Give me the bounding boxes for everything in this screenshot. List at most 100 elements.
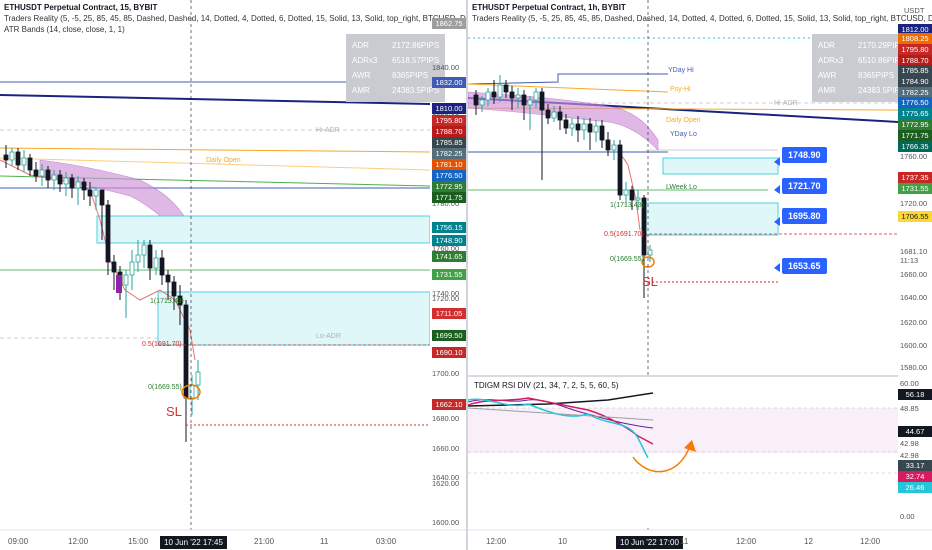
rsi-line-mid bbox=[468, 407, 654, 421]
yday-lo-label: YDay Lo bbox=[670, 131, 697, 138]
price-tag: 1771.75 bbox=[432, 192, 466, 203]
price-tag: 1808.25 bbox=[898, 33, 932, 44]
candle-body bbox=[105, 204, 111, 263]
price-tag: 1788.70 bbox=[432, 126, 466, 137]
indicator-traders-reality[interactable]: Traders Reality (5, -5, 25, 85, 45, 85, … bbox=[4, 14, 466, 23]
price-axis-tick: 1660.00 bbox=[900, 270, 928, 279]
candle-body bbox=[611, 144, 617, 151]
price-axis-tick: 1640.00 bbox=[432, 473, 460, 482]
candle-body bbox=[75, 181, 81, 189]
time-tick: 15:00 bbox=[128, 537, 149, 546]
candle-body bbox=[159, 257, 165, 276]
candle-body bbox=[497, 84, 503, 98]
chart-pane-15m[interactable]: ETHUSDT Perpetual Contract, 15, BYBIT Tr… bbox=[0, 0, 466, 550]
info-row: ADRx3 6510.86PIPS bbox=[818, 56, 906, 65]
price-tag: 1785.85 bbox=[432, 137, 466, 148]
candle-body bbox=[129, 261, 135, 276]
candle-body bbox=[515, 94, 521, 99]
candle-body bbox=[57, 174, 63, 185]
rsi-indicator-title[interactable]: TDIGM RSI DIV (21, 34, 7, 2, 5, 5, 60, 5… bbox=[474, 381, 619, 390]
candle-body bbox=[153, 257, 159, 269]
price-axis-tick: 1620.00 bbox=[900, 318, 928, 327]
time-tick: 12:00 bbox=[736, 537, 757, 546]
range-info-box: ADR 2172.86PIPS ADRx3 6518.57PIPS AWR 8365P… bbox=[346, 34, 446, 102]
candle-body bbox=[171, 281, 177, 297]
price-axis-tick: 42.98 bbox=[900, 451, 919, 460]
candle-body bbox=[635, 197, 641, 201]
candle-body bbox=[141, 244, 147, 256]
price-tag: 1699.50 bbox=[432, 330, 466, 341]
price-axis-tick: 1720.00 bbox=[900, 199, 928, 208]
price-tag: 33.17 bbox=[898, 460, 932, 471]
fib-05-label: 0.5(1691.70) bbox=[604, 231, 644, 238]
price-tag: 1731.55 bbox=[898, 183, 932, 194]
psy-hi-label: Psy-Hi bbox=[670, 86, 691, 93]
price-tag: 1782.25 bbox=[432, 148, 466, 159]
price-tag: 1731.55 bbox=[432, 269, 466, 280]
fib-1-label: 1(1713.43) bbox=[150, 298, 184, 305]
price-axis-tick: 60.00 bbox=[900, 379, 919, 388]
info-row: AMR 24383.5PIPS bbox=[818, 86, 906, 95]
price-axis-tick: 1600.00 bbox=[900, 341, 928, 350]
candle-body bbox=[491, 91, 497, 98]
price-tag: 1785.85 bbox=[898, 65, 932, 76]
price-tag: 1782.25 bbox=[898, 87, 932, 98]
price-callout[interactable]: 1721.70 bbox=[782, 178, 827, 194]
stop-loss-label: SL bbox=[642, 274, 658, 289]
candle-body bbox=[599, 125, 605, 141]
chart-title[interactable]: ETHUSDT Perpetual Contract, 1h, BYBIT bbox=[472, 3, 626, 12]
price-axis-tick: 1600.00 bbox=[432, 518, 460, 527]
fib-05-label: 0.5(1691.70) bbox=[142, 341, 182, 348]
callout-pointer bbox=[774, 185, 780, 194]
indicator-atr-bands[interactable]: ATR Bands (14, close, close, 1, 1) bbox=[4, 25, 125, 34]
price-tag: 1810.00 bbox=[432, 103, 466, 114]
price-tag: 1795.80 bbox=[432, 115, 466, 126]
candle-body bbox=[563, 119, 569, 129]
price-axis-tick: 1760.00 bbox=[432, 244, 460, 253]
price-axis-tick: 1580.00 bbox=[900, 363, 928, 372]
info-row: AWR 8365PIPS bbox=[818, 71, 895, 80]
price-tag: 1741.65 bbox=[432, 251, 466, 262]
candle-body bbox=[135, 254, 141, 263]
time-tick: 09:00 bbox=[8, 537, 29, 546]
price-axis-tick: 42.98 bbox=[900, 439, 919, 448]
ema-cloud bbox=[468, 91, 659, 151]
rsi-band bbox=[468, 408, 898, 453]
chart-title[interactable]: ETHUSDT Perpetual Contract, 15, BYBIT bbox=[4, 3, 158, 12]
candle-body bbox=[473, 94, 479, 106]
price-tag: 1812.00 bbox=[898, 24, 932, 35]
price-callout[interactable]: 1653.65 bbox=[782, 258, 827, 274]
candle-body bbox=[479, 99, 485, 106]
price-callout[interactable]: 1748.90 bbox=[782, 147, 827, 163]
lo-adr-label: Lo-ADR bbox=[316, 333, 341, 340]
price-axis-tick: 1640.00 bbox=[900, 293, 928, 302]
time-tick: 12:00 bbox=[486, 537, 507, 546]
candle-body bbox=[587, 123, 593, 133]
price-tag: 1788.70 bbox=[898, 55, 932, 66]
candle-body bbox=[617, 144, 623, 196]
price-tag: 1711.05 bbox=[432, 308, 466, 319]
candle-body bbox=[569, 123, 575, 129]
price-callout[interactable]: 1695.80 bbox=[782, 208, 827, 224]
demand-zone bbox=[645, 202, 779, 236]
price-tag: 1772.95 bbox=[432, 181, 466, 192]
candle-body bbox=[81, 181, 87, 191]
time-tick: 12:00 bbox=[860, 537, 881, 546]
candle-body bbox=[183, 304, 189, 399]
chart-pane-1h[interactable]: ETHUSDT Perpetual Contract, 1h, BYBIT Tr… bbox=[468, 0, 932, 550]
stop-loss-label: SL bbox=[166, 404, 182, 419]
price-axis-tick: 1780.00 bbox=[432, 199, 460, 208]
indicator-traders-reality[interactable]: Traders Reality (5, -5, 25, 85, 45, 85, … bbox=[472, 14, 932, 23]
candle-body bbox=[509, 91, 515, 99]
yday-hi-label: YDay Hi bbox=[668, 67, 694, 74]
currency-label: USDT bbox=[904, 6, 925, 15]
fib-0-label: 0(1669.55) bbox=[148, 384, 182, 391]
candle-body bbox=[33, 169, 39, 177]
pane-divider[interactable] bbox=[466, 0, 468, 550]
supply-zone bbox=[96, 215, 431, 244]
candle-body bbox=[123, 274, 129, 286]
price-tag: 1771.75 bbox=[898, 130, 932, 141]
supply-zone bbox=[662, 157, 779, 175]
price-axis-tick: 48.85 bbox=[900, 404, 919, 413]
divergence-arrow-head bbox=[684, 440, 696, 452]
